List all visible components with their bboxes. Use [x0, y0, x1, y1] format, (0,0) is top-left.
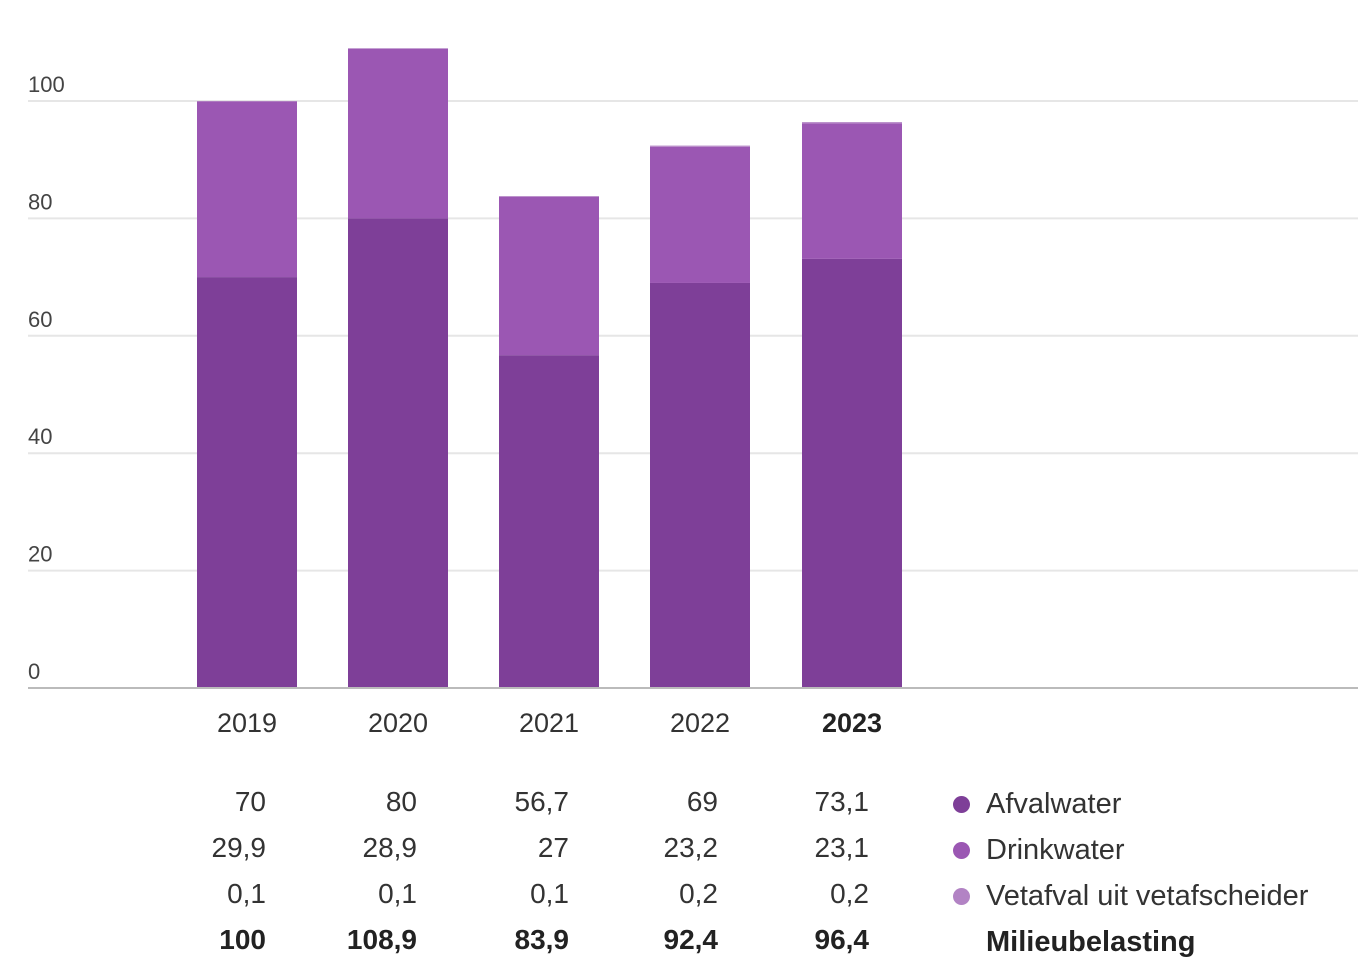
bar-stack-2023 — [802, 122, 902, 688]
bars — [197, 48, 902, 688]
total-value: 92,4 — [663, 924, 719, 955]
table-value: 0,1 — [227, 878, 266, 909]
legend-item: Vetafval uit vetafscheider — [953, 876, 1308, 916]
bar-segment — [499, 355, 599, 688]
table-value: 28,9 — [362, 832, 418, 863]
legend-item: Drinkwater — [953, 830, 1125, 870]
legend-dot — [953, 841, 970, 859]
bar-segment — [197, 101, 297, 102]
y-tick-label: 20 — [28, 542, 52, 567]
y-tick-label: 60 — [28, 307, 52, 332]
bar-stack-2019 — [197, 101, 297, 688]
table-value: 0,1 — [530, 878, 569, 909]
table-value: 73,1 — [814, 786, 870, 817]
y-tick-label: 40 — [28, 424, 52, 449]
bar-segment — [348, 48, 448, 49]
table-value: 23,1 — [814, 832, 870, 863]
legend-dot — [953, 795, 970, 813]
table-value: 80 — [385, 786, 417, 817]
bar-segment — [499, 196, 599, 356]
x-tick-label: 2019 — [217, 708, 277, 738]
bar-segment — [802, 123, 902, 259]
x-tick-label: 2021 — [519, 708, 579, 738]
legend-item: Milieubelasting — [953, 922, 1195, 962]
table-value: 29,9 — [211, 832, 267, 863]
y-tick-label: 100 — [28, 72, 65, 97]
y-tick-label: 0 — [28, 659, 40, 684]
bar-stack-2021 — [499, 196, 599, 688]
table-value: 0,1 — [378, 878, 417, 909]
table-value: 27 — [537, 832, 569, 863]
table-value: 56,7 — [514, 786, 570, 817]
x-tick-label: 2023 — [822, 708, 882, 738]
bar-stack-2020 — [348, 48, 448, 688]
bar-segment — [499, 196, 599, 197]
legend-label: Drinkwater — [986, 833, 1125, 866]
legend-dot — [953, 887, 970, 905]
y-axis-ticks: 0 20 40 60 80 100 — [28, 72, 65, 684]
stacked-bar-chart: 0 20 40 60 80 100 2019 2020 2021 2022 2023 — [28, 48, 1358, 738]
total-value: 108,9 — [346, 924, 417, 955]
bar-segment — [197, 277, 297, 688]
legend-label: Vetafval uit vetafscheider — [986, 879, 1309, 912]
bar-segment — [348, 48, 448, 219]
x-axis-ticks: 2019 2020 2021 2022 2023 — [217, 708, 882, 738]
table-value: 0,2 — [679, 878, 718, 909]
bar-segment — [802, 122, 902, 124]
bar-segment — [802, 258, 902, 688]
x-tick-label: 2020 — [368, 708, 428, 738]
legend-label: Afvalwater — [986, 787, 1122, 820]
table-value: 0,2 — [830, 878, 869, 909]
bar-segment — [650, 145, 750, 147]
total-value: 83,9 — [514, 924, 570, 955]
y-tick-label: 80 — [28, 189, 52, 214]
bar-segment — [197, 101, 297, 278]
legend-label: Milieubelasting — [986, 925, 1196, 958]
bar-segment — [348, 218, 448, 688]
table-value: 23,2 — [663, 832, 719, 863]
x-tick-label: 2022 — [670, 708, 730, 738]
bar-stack-2022 — [650, 145, 750, 688]
legend-item: Afvalwater — [953, 784, 1121, 824]
table-value: 69 — [686, 786, 718, 817]
table-value: 70 — [234, 786, 266, 817]
total-value: 96,4 — [814, 924, 870, 955]
bar-segment — [650, 146, 750, 283]
total-value: 100 — [219, 924, 266, 955]
bar-segment — [650, 282, 750, 688]
